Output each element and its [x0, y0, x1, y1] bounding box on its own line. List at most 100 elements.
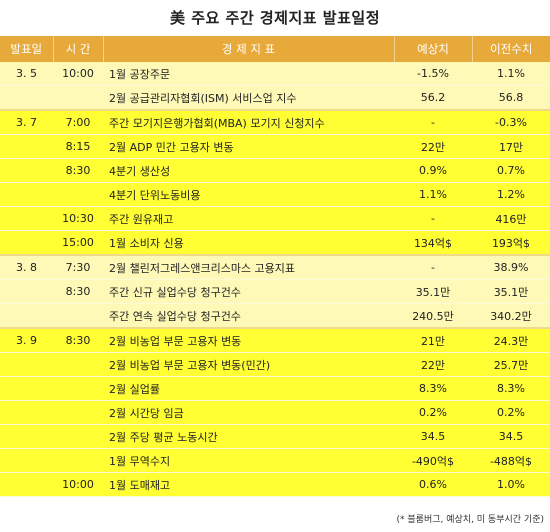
cell-expected: 21만: [394, 327, 472, 353]
cell-indicator: 2월 비농업 부문 고용자 변동(민간): [103, 352, 394, 377]
table-row: 3. 9 8:30 2월 비농업 부문 고용자 변동 21만 24.3만: [0, 327, 550, 353]
table-row: 4분기 단위노동비용 1.1% 1.2%: [0, 182, 550, 207]
cell-expected: -: [394, 206, 472, 231]
cell-date: [0, 303, 53, 329]
table-header-row: 발표일 시 간 경 제 지 표 예상치 이전수치: [0, 36, 550, 62]
table-row: 8:30 주간 신규 실업수당 청구건수 35.1만 35.1만: [0, 279, 550, 304]
cell-expected: 34.5: [394, 424, 472, 449]
cell-indicator: 2월 챌린저그레스앤크리스마스 고용지표: [103, 254, 394, 280]
table-row: 2월 비농업 부문 고용자 변동(민간) 22만 25.7만: [0, 352, 550, 377]
header-time: 시 간: [53, 36, 104, 62]
cell-previous: 38.9%: [472, 254, 550, 280]
cell-date: [0, 376, 53, 401]
cell-previous: 1.0%: [472, 472, 550, 497]
cell-expected: 35.1만: [394, 279, 472, 304]
cell-expected: 8.3%: [394, 376, 472, 401]
cell-indicator: 4분기 생산성: [103, 158, 394, 183]
cell-date: [0, 448, 53, 473]
cell-indicator: 1월 도매재고: [103, 472, 394, 497]
cell-previous: 0.2%: [472, 400, 550, 425]
cell-expected: 22만: [394, 352, 472, 377]
cell-date: [0, 472, 53, 497]
cell-time: [53, 400, 103, 425]
cell-date: [0, 85, 53, 111]
cell-date: [0, 206, 53, 231]
cell-indicator: 2월 실업률: [103, 376, 394, 401]
cell-indicator: 2월 비농업 부문 고용자 변동: [103, 327, 394, 353]
cell-date: [0, 182, 53, 207]
cell-time: 8:30: [53, 279, 103, 304]
cell-previous: 24.3만: [472, 327, 550, 353]
cell-date: [0, 279, 53, 304]
cell-date: [0, 400, 53, 425]
cell-indicator: 주간 모기지은행가협회(MBA) 모기지 신청지수: [103, 109, 394, 135]
cell-indicator: 4분기 단위노동비용: [103, 182, 394, 207]
cell-indicator: 주간 연속 실업수당 청구건수: [103, 303, 394, 329]
cell-indicator: 주간 원유재고: [103, 206, 394, 231]
table-row: 10:00 1월 도매재고 0.6% 1.0%: [0, 472, 550, 497]
cell-expected: 0.9%: [394, 158, 472, 183]
cell-time: [53, 352, 103, 377]
cell-date: [0, 134, 53, 159]
cell-time: 7:30: [53, 254, 103, 280]
cell-indicator: 2월 공급관리자협회(ISM) 서비스업 지수: [103, 85, 394, 111]
cell-time: [53, 376, 103, 401]
cell-expected: 134억$: [394, 230, 472, 256]
table-row: 15:00 1월 소비자 신용 134억$ 193억$: [0, 230, 550, 256]
cell-time: 15:00: [53, 230, 103, 256]
cell-previous: 1.2%: [472, 182, 550, 207]
table-row: 주간 연속 실업수당 청구건수 240.5만 340.2만: [0, 303, 550, 329]
cell-date: [0, 158, 53, 183]
table-row: 8:15 2월 ADP 민간 고용자 변동 22만 17만: [0, 134, 550, 159]
cell-previous: 56.8: [472, 85, 550, 111]
cell-previous: -0.3%: [472, 109, 550, 135]
page-title: 美 주요 주간 경제지표 발표일정: [170, 9, 380, 27]
table-row: 8:30 4분기 생산성 0.9% 0.7%: [0, 158, 550, 183]
cell-expected: -1.5%: [394, 62, 472, 86]
header-expected: 예상치: [394, 36, 473, 62]
cell-time: 10:30: [53, 206, 103, 231]
cell-previous: 34.5: [472, 424, 550, 449]
cell-indicator: 2월 ADP 민간 고용자 변동: [103, 134, 394, 159]
cell-previous: 25.7만: [472, 352, 550, 377]
table-row: 3. 7 7:00 주간 모기지은행가협회(MBA) 모기지 신청지수 - -0…: [0, 109, 550, 135]
table-row: 2월 시간당 임금 0.2% 0.2%: [0, 400, 550, 425]
cell-time: [53, 448, 103, 473]
cell-previous: 8.3%: [472, 376, 550, 401]
cell-time: 8:30: [53, 158, 103, 183]
cell-expected: 0.2%: [394, 400, 472, 425]
table-row: 2월 공급관리자협회(ISM) 서비스업 지수 56.2 56.8: [0, 85, 550, 111]
cell-expected: -: [394, 109, 472, 135]
cell-date: 3. 7: [0, 109, 53, 135]
table-row: 1월 무역수지 -490억$ -488억$: [0, 448, 550, 473]
cell-indicator: 2월 주당 평균 노동시간: [103, 424, 394, 449]
table-row: 10:30 주간 원유재고 - 416만: [0, 206, 550, 231]
cell-date: 3. 9: [0, 327, 53, 353]
cell-time: 10:00: [53, 472, 103, 497]
table-row: 2월 주당 평균 노동시간 34.5 34.5: [0, 424, 550, 449]
cell-previous: -488억$: [472, 448, 550, 473]
cell-expected: -: [394, 254, 472, 280]
cell-time: 7:00: [53, 109, 103, 135]
cell-indicator: 1월 무역수지: [103, 448, 394, 473]
source-footnote: (* 블룸버그, 예상치, 미 동부시간 기준): [396, 515, 544, 525]
cell-time: 10:00: [53, 62, 103, 86]
cell-expected: 1.1%: [394, 182, 472, 207]
table-row: 3. 8 7:30 2월 챌린저그레스앤크리스마스 고용지표 - 38.9%: [0, 254, 550, 280]
cell-indicator: 1월 공장주문: [103, 62, 394, 86]
table-row: 3. 5 10:00 1월 공장주문 -1.5% 1.1%: [0, 62, 550, 86]
cell-previous: 17만: [472, 134, 550, 159]
cell-time: 8:15: [53, 134, 103, 159]
cell-previous: 35.1만: [472, 279, 550, 304]
header-name: 경 제 지 표: [103, 36, 395, 62]
cell-previous: 416만: [472, 206, 550, 231]
cell-indicator: 주간 신규 실업수당 청구건수: [103, 279, 394, 304]
cell-time: [53, 182, 103, 207]
cell-indicator: 2월 시간당 임금: [103, 400, 394, 425]
cell-expected: 0.6%: [394, 472, 472, 497]
header-previous: 이전수치: [472, 36, 550, 62]
cell-time: [53, 303, 103, 329]
cell-expected: 56.2: [394, 85, 472, 111]
cell-previous: 193억$: [472, 230, 550, 256]
cell-expected: 240.5만: [394, 303, 472, 329]
